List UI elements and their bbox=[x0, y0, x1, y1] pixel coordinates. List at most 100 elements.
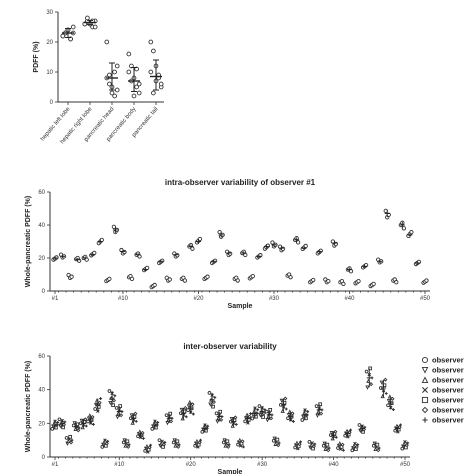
data-point bbox=[129, 276, 135, 282]
data-point bbox=[341, 281, 346, 286]
data-point bbox=[377, 446, 381, 450]
data-point bbox=[383, 377, 388, 382]
data-point bbox=[254, 414, 258, 419]
data-point bbox=[192, 412, 195, 416]
data-point bbox=[215, 419, 220, 424]
legend-marker bbox=[421, 376, 429, 384]
data-point bbox=[306, 410, 310, 413]
data-point bbox=[392, 408, 395, 411]
data-point bbox=[77, 426, 81, 430]
y-tick-label: 0 bbox=[50, 100, 54, 106]
y-tick-label: 0 bbox=[42, 455, 46, 461]
data-point bbox=[75, 422, 80, 427]
data-point bbox=[261, 415, 265, 419]
data-point bbox=[107, 72, 112, 78]
data-point bbox=[364, 369, 369, 374]
data-point bbox=[242, 445, 245, 449]
data-point bbox=[227, 443, 231, 447]
data-point bbox=[164, 413, 169, 418]
y-tick-label: 40 bbox=[38, 223, 45, 229]
data-point bbox=[257, 404, 262, 408]
y-tick-label: 10 bbox=[46, 70, 53, 76]
data-point bbox=[390, 396, 395, 401]
data-point bbox=[133, 411, 138, 416]
data-point bbox=[151, 90, 156, 96]
data-point bbox=[323, 446, 328, 451]
data-point bbox=[148, 39, 154, 45]
data-point bbox=[129, 413, 134, 418]
data-point bbox=[326, 448, 331, 453]
data-point bbox=[218, 409, 223, 414]
legend-label: observer bbox=[432, 386, 464, 395]
data-point bbox=[69, 274, 74, 279]
data-point bbox=[394, 280, 399, 285]
data-point bbox=[104, 39, 110, 45]
data-point bbox=[294, 440, 300, 445]
data-point bbox=[300, 418, 305, 422]
data-point bbox=[222, 438, 227, 443]
data-point bbox=[307, 440, 312, 444]
legend: observerobserverobserverobserverobserver… bbox=[421, 356, 464, 425]
legend-marker bbox=[421, 396, 429, 404]
data-point bbox=[151, 48, 156, 54]
data-point bbox=[354, 444, 359, 449]
data-point bbox=[184, 415, 188, 419]
data-point bbox=[250, 416, 255, 421]
data-point bbox=[208, 402, 213, 407]
data-point bbox=[250, 273, 255, 279]
x-tick-label: #10 bbox=[118, 296, 129, 302]
data-point bbox=[104, 441, 109, 446]
data-point bbox=[156, 421, 160, 424]
x-tick-label: #20 bbox=[193, 296, 204, 302]
data-point bbox=[61, 422, 66, 427]
data-point bbox=[299, 440, 302, 444]
data-point bbox=[167, 277, 172, 282]
data-point bbox=[272, 436, 277, 441]
data-point bbox=[101, 440, 107, 445]
data-point bbox=[205, 274, 210, 279]
chart-title: intra-observer variability of observer #… bbox=[165, 178, 316, 187]
y-tick-label: 30 bbox=[46, 10, 53, 16]
data-point bbox=[92, 423, 95, 426]
data-point bbox=[113, 394, 117, 398]
data-point bbox=[70, 438, 74, 442]
data-point bbox=[115, 415, 120, 420]
data-point bbox=[144, 443, 150, 449]
x-axis-label: Sample bbox=[228, 303, 253, 310]
data-point bbox=[373, 446, 378, 451]
y-tick-label: 40 bbox=[38, 388, 45, 394]
data-point bbox=[382, 383, 387, 388]
data-point bbox=[225, 439, 230, 444]
data-point bbox=[109, 90, 115, 96]
data-point bbox=[108, 400, 113, 406]
data-point bbox=[283, 396, 288, 401]
data-point bbox=[114, 63, 120, 69]
data-point bbox=[136, 81, 142, 87]
data-point bbox=[80, 424, 85, 430]
data-point bbox=[90, 414, 95, 420]
legend-label: observer bbox=[432, 366, 464, 375]
data-point bbox=[311, 277, 316, 283]
y-tick-label: 60 bbox=[38, 190, 45, 196]
y-tick-label: 20 bbox=[38, 256, 45, 262]
data-point bbox=[288, 275, 293, 280]
data-point bbox=[258, 413, 263, 418]
data-point bbox=[127, 443, 131, 447]
data-point bbox=[69, 440, 74, 445]
data-point bbox=[107, 81, 112, 87]
legend-label: observer bbox=[432, 356, 464, 365]
data-point bbox=[313, 442, 317, 446]
legend-label: observer bbox=[432, 396, 464, 405]
x-tick-label: #30 bbox=[257, 462, 268, 468]
data-point bbox=[229, 416, 234, 422]
y-axis-label: Whole-pancreatic PDFF (%) bbox=[25, 361, 32, 452]
legend-label: observer bbox=[432, 416, 464, 425]
data-point bbox=[386, 399, 392, 404]
data-point bbox=[61, 425, 65, 430]
data-point bbox=[275, 437, 280, 442]
data-point bbox=[168, 411, 173, 416]
data-point bbox=[147, 445, 152, 450]
data-point bbox=[314, 404, 319, 408]
data-point bbox=[334, 435, 338, 439]
